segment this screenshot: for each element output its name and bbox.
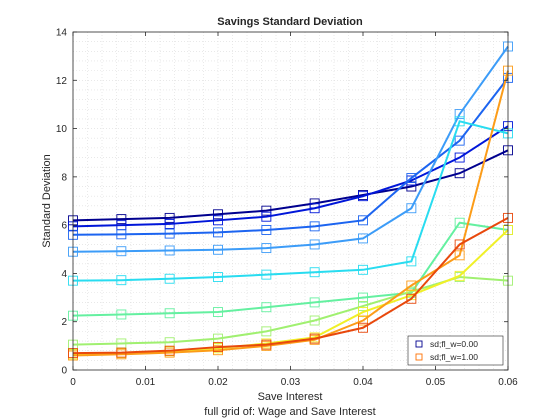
data-point xyxy=(164,345,175,356)
data-point xyxy=(261,302,272,313)
data-point xyxy=(454,168,465,179)
legend-box xyxy=(407,335,504,366)
data-point xyxy=(213,227,223,238)
legend-label: sd;fl_w=0.00 xyxy=(430,339,478,349)
data-point xyxy=(164,273,175,284)
series-line xyxy=(72,221,509,317)
data-point xyxy=(358,315,368,326)
y-tick-label: 14 xyxy=(56,28,68,39)
data-point xyxy=(309,267,320,278)
data-point xyxy=(213,307,223,318)
x-tick-label: 0.03 xyxy=(281,377,301,388)
y-axis-label: Standard Deviation xyxy=(41,154,53,248)
x-tick-label: 0.01 xyxy=(136,377,156,388)
data-point xyxy=(454,152,465,163)
series-line xyxy=(72,125,509,228)
data-point xyxy=(454,239,465,250)
y-tick-label: 12 xyxy=(56,76,68,87)
data-point xyxy=(358,191,368,202)
data-point xyxy=(213,333,223,344)
data-point xyxy=(454,109,465,120)
series-line xyxy=(72,217,509,355)
chart-title: Savings Standard Deviation xyxy=(217,16,363,28)
data-point xyxy=(261,211,272,222)
legend: sd;fl_w=0.00 sd;fl_w=1.00 xyxy=(407,335,504,366)
y-tick-label: 2 xyxy=(61,317,67,328)
x-tick-label: 0.02 xyxy=(208,377,228,388)
data-point xyxy=(213,272,223,282)
legend-label: sd;fl_w=1.00 xyxy=(430,352,478,362)
data-point xyxy=(213,342,223,353)
data-point xyxy=(213,244,223,255)
data-point xyxy=(116,229,127,240)
data-point xyxy=(309,239,320,250)
data-point xyxy=(164,245,175,256)
data-point xyxy=(309,203,320,214)
y-tick-label: 8 xyxy=(61,172,67,183)
data-point xyxy=(358,215,368,226)
data-point xyxy=(261,269,272,280)
x-tick-label: 0.06 xyxy=(498,377,518,388)
legend-marker xyxy=(415,353,423,361)
data-point xyxy=(309,297,320,308)
data-point xyxy=(261,339,272,350)
x-tick-label: 0 xyxy=(70,377,76,388)
data-point xyxy=(358,322,368,333)
ticks: 0 0.01 0.02 0.03 0.04 0.05 0.06 0 2 4 6 8 10 12 14 xyxy=(56,28,518,389)
data-point xyxy=(116,214,127,225)
data-point xyxy=(261,205,272,216)
data-point xyxy=(164,308,175,319)
x-tick-label: 0.05 xyxy=(426,377,446,388)
series-line xyxy=(72,45,509,253)
data-point xyxy=(213,215,223,226)
data-point xyxy=(454,116,465,127)
data-point xyxy=(116,347,127,358)
data-point xyxy=(406,256,417,267)
data-point xyxy=(454,250,465,261)
y-tick-label: 6 xyxy=(61,221,67,232)
data-point xyxy=(116,275,127,286)
data-point xyxy=(213,209,223,220)
data-point xyxy=(309,315,320,326)
series-line xyxy=(72,120,509,282)
series-layer xyxy=(68,41,513,361)
data-point xyxy=(116,309,127,320)
data-point xyxy=(406,293,417,304)
x-tick-label: 0.04 xyxy=(353,377,373,388)
data-point xyxy=(358,233,368,244)
y-tick-label: 4 xyxy=(61,269,67,280)
data-point xyxy=(358,264,368,275)
y-tick-label: 10 xyxy=(56,124,68,135)
data-point xyxy=(358,307,368,318)
caption: full grid of: Wage and Save Interest xyxy=(204,406,375,418)
data-point xyxy=(454,217,465,228)
data-point xyxy=(454,270,465,281)
data-point xyxy=(116,246,127,257)
data-point xyxy=(454,135,465,146)
legend-marker xyxy=(415,340,423,348)
data-point xyxy=(261,243,272,254)
data-point xyxy=(164,218,175,229)
data-point xyxy=(358,292,368,303)
data-point xyxy=(261,326,272,337)
x-axis-label: Save Interest xyxy=(258,391,323,403)
y-tick-label: 0 xyxy=(61,366,67,377)
data-point xyxy=(261,225,272,235)
series-line xyxy=(72,149,509,222)
data-point xyxy=(309,221,320,232)
data-point xyxy=(309,333,320,344)
data-point xyxy=(406,173,417,184)
data-point xyxy=(164,212,175,223)
data-point xyxy=(406,181,417,192)
data-point xyxy=(164,228,175,239)
data-point xyxy=(406,280,417,291)
series-9 xyxy=(68,212,513,359)
data-point xyxy=(406,203,417,214)
series-line xyxy=(72,276,509,346)
data-point xyxy=(358,301,368,311)
